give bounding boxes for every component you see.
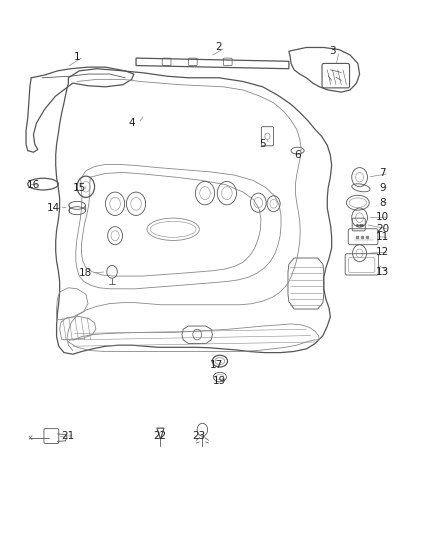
Text: 14: 14: [46, 203, 60, 213]
Text: 5: 5: [259, 139, 266, 149]
Text: 4: 4: [128, 118, 135, 128]
Text: 9: 9: [379, 183, 386, 193]
Text: 11: 11: [376, 232, 389, 243]
Text: 1: 1: [74, 52, 81, 61]
Text: 12: 12: [376, 247, 389, 257]
Text: 20: 20: [376, 224, 389, 235]
Text: 2: 2: [215, 43, 223, 52]
Text: 16: 16: [27, 180, 40, 190]
Text: 17: 17: [210, 360, 223, 370]
Text: 18: 18: [79, 268, 92, 278]
Text: 19: 19: [212, 376, 226, 386]
Text: 6: 6: [294, 150, 301, 160]
Text: 15: 15: [73, 183, 86, 193]
Text: 10: 10: [376, 212, 389, 222]
Text: 7: 7: [379, 168, 386, 179]
Text: 3: 3: [329, 46, 336, 56]
Text: 8: 8: [379, 198, 386, 208]
Text: 23: 23: [193, 431, 206, 441]
Text: 13: 13: [376, 267, 389, 277]
Text: 21: 21: [62, 431, 75, 441]
Text: 22: 22: [153, 431, 167, 441]
